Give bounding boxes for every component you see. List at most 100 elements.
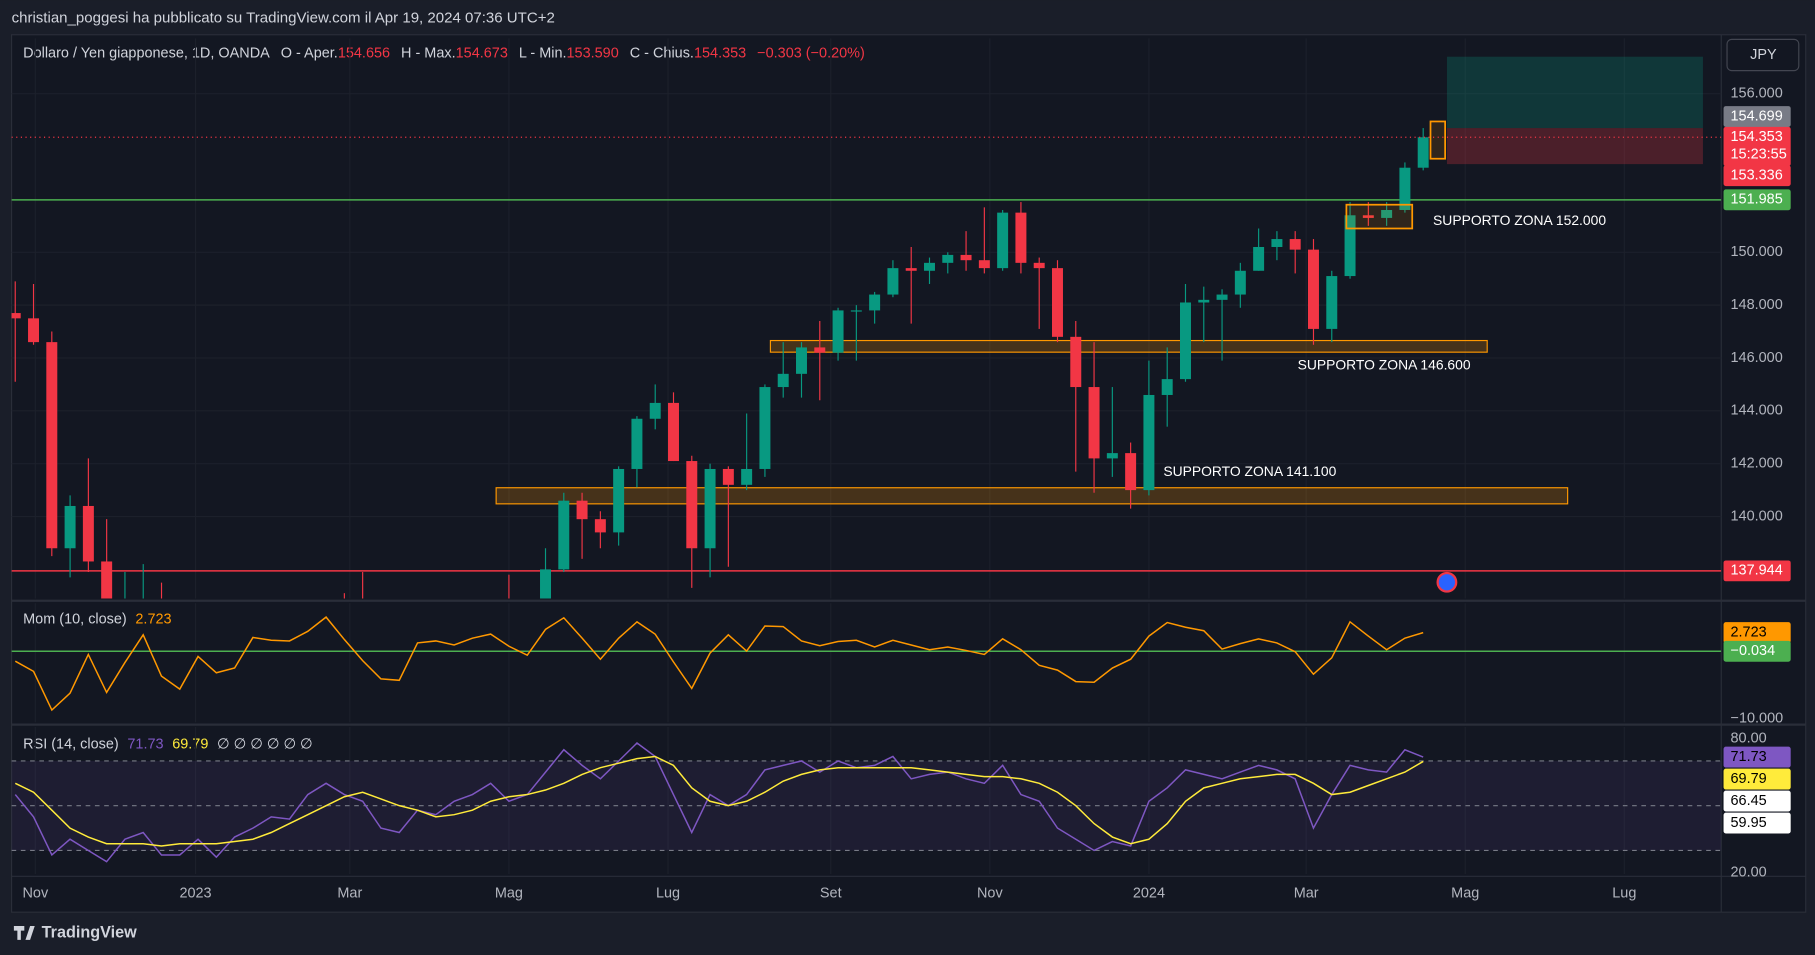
- x-tick-label: 2023: [179, 885, 211, 901]
- pattern-box: [1345, 203, 1414, 230]
- candle-body: [1307, 249, 1319, 329]
- rsi-ma-value: 69.79: [172, 736, 208, 752]
- candle-body: [631, 418, 643, 469]
- candle-body: [1015, 212, 1027, 263]
- target-area: [1446, 56, 1703, 129]
- price-legend: Dollaro / Yen giapponese, 1D, OANDA O - …: [23, 45, 865, 61]
- price-line-label-box: [1723, 560, 1791, 582]
- candle-body: [814, 347, 826, 353]
- candle-body: [576, 500, 588, 520]
- candle-body: [1417, 137, 1429, 168]
- level-label: −0.034: [1731, 643, 1776, 659]
- candle-body: [686, 461, 698, 549]
- price-line-label: 137.944: [1731, 563, 1783, 579]
- candle-body: [869, 294, 881, 311]
- stop-label-box: [1723, 165, 1791, 187]
- candle-body: [1234, 270, 1246, 295]
- currency-label[interactable]: JPY: [1750, 47, 1777, 63]
- indicator-value-label: 69.79: [1731, 771, 1767, 787]
- candle-body: [28, 318, 40, 343]
- entry-label-box: [1723, 106, 1791, 127]
- currency-button[interactable]: [1726, 38, 1800, 72]
- extra-label: 66.45: [1731, 793, 1767, 809]
- byline: christian_poggesi ha pubblicato su Tradi…: [12, 10, 555, 27]
- candle-body: [777, 373, 789, 388]
- support-zone: [769, 339, 1488, 353]
- y-tick-label: 80.00: [1731, 730, 1767, 746]
- candle-body: [1362, 215, 1374, 218]
- level-label-box: [1723, 640, 1791, 662]
- zone-label: SUPPORTO ZONA 146.600: [1298, 356, 1471, 372]
- ohlc-value: 154.673: [456, 45, 508, 61]
- x-tick-label: Lug: [656, 885, 680, 901]
- y-tick-label: 144.000: [1731, 403, 1783, 419]
- ohlc-label: L - Min.: [519, 45, 567, 61]
- indicator-value-label-box: [1723, 768, 1791, 790]
- ohlc-label: C - Chius.: [630, 45, 694, 61]
- indicator-value-label: 2.723: [1731, 624, 1767, 640]
- symbol-title: Dollaro / Yen giapponese, 1D, OANDA: [23, 45, 270, 61]
- candle-body: [960, 254, 972, 261]
- candle-body: [1289, 239, 1301, 250]
- rsi-value: 71.73: [127, 736, 163, 752]
- candle-body: [64, 505, 76, 549]
- candle-body: [905, 268, 917, 271]
- candle-body: [1125, 453, 1137, 491]
- ohlc-value: 153.590: [567, 45, 619, 61]
- chart-area: [10, 34, 1807, 913]
- candle-body: [850, 310, 862, 312]
- candle-body: [1161, 379, 1173, 395]
- x-tick-label: Lug: [1612, 885, 1636, 901]
- indicator-value-label-box: [1723, 622, 1791, 644]
- candle-body: [649, 402, 661, 419]
- extra-label-box: [1723, 812, 1791, 834]
- candle-body: [1052, 268, 1063, 337]
- event-icon: [1436, 571, 1458, 593]
- stop-area: [1446, 128, 1703, 165]
- candle-body: [1143, 394, 1155, 491]
- pattern-box: [1429, 120, 1447, 160]
- candle-body: [613, 468, 625, 533]
- candle-body: [759, 387, 771, 469]
- x-tick-label: Nov: [22, 885, 48, 901]
- candle-body: [1070, 336, 1082, 388]
- last-price-box: [1723, 126, 1791, 167]
- change: −0.303 (−0.20%): [757, 45, 865, 61]
- candle-body: [1271, 239, 1283, 247]
- candle-body: [11, 313, 21, 319]
- ohlc-value: 154.353: [694, 45, 746, 61]
- candle-body: [558, 500, 570, 570]
- y-tick-label: 150.000: [1731, 244, 1783, 260]
- brand-logo: [13, 926, 36, 940]
- candle-body: [741, 468, 753, 485]
- indicator-value-label-box: [1723, 746, 1791, 768]
- zone-label: SUPPORTO ZONA 141.100: [1163, 463, 1336, 479]
- y-tick-label: 140.000: [1731, 508, 1783, 524]
- logo-mark: [13, 926, 36, 940]
- candle-body: [997, 212, 1009, 269]
- placeholders: ∅ ∅ ∅ ∅ ∅ ∅: [217, 736, 313, 752]
- ohlc-label: O - Aper.: [281, 45, 338, 61]
- y-tick-label: 156.000: [1731, 86, 1783, 102]
- candle-body: [594, 519, 606, 533]
- candle-body: [1088, 387, 1100, 459]
- candle-body: [832, 310, 844, 353]
- rsi-title: RSI (14, close): [23, 736, 119, 752]
- price-line-label: 151.985: [1731, 192, 1783, 208]
- candle-body: [82, 505, 94, 562]
- candle-body: [1216, 294, 1228, 300]
- support-zone: [495, 487, 1569, 505]
- countdown: 15:23:55: [1731, 146, 1787, 162]
- candle-body: [924, 262, 935, 271]
- zone-label: SUPPORTO ZONA 152.000: [1433, 212, 1606, 228]
- pane: [11, 38, 1722, 599]
- candle-body: [887, 268, 899, 295]
- x-tick-label: Mar: [337, 885, 362, 901]
- candle-body: [1253, 246, 1265, 271]
- entry-label: 154.699: [1731, 108, 1783, 124]
- stop-label: 153.336: [1731, 168, 1783, 184]
- x-tick-label: Set: [820, 885, 842, 901]
- x-tick-label: Mag: [495, 885, 523, 901]
- brand: TradingView: [42, 923, 137, 941]
